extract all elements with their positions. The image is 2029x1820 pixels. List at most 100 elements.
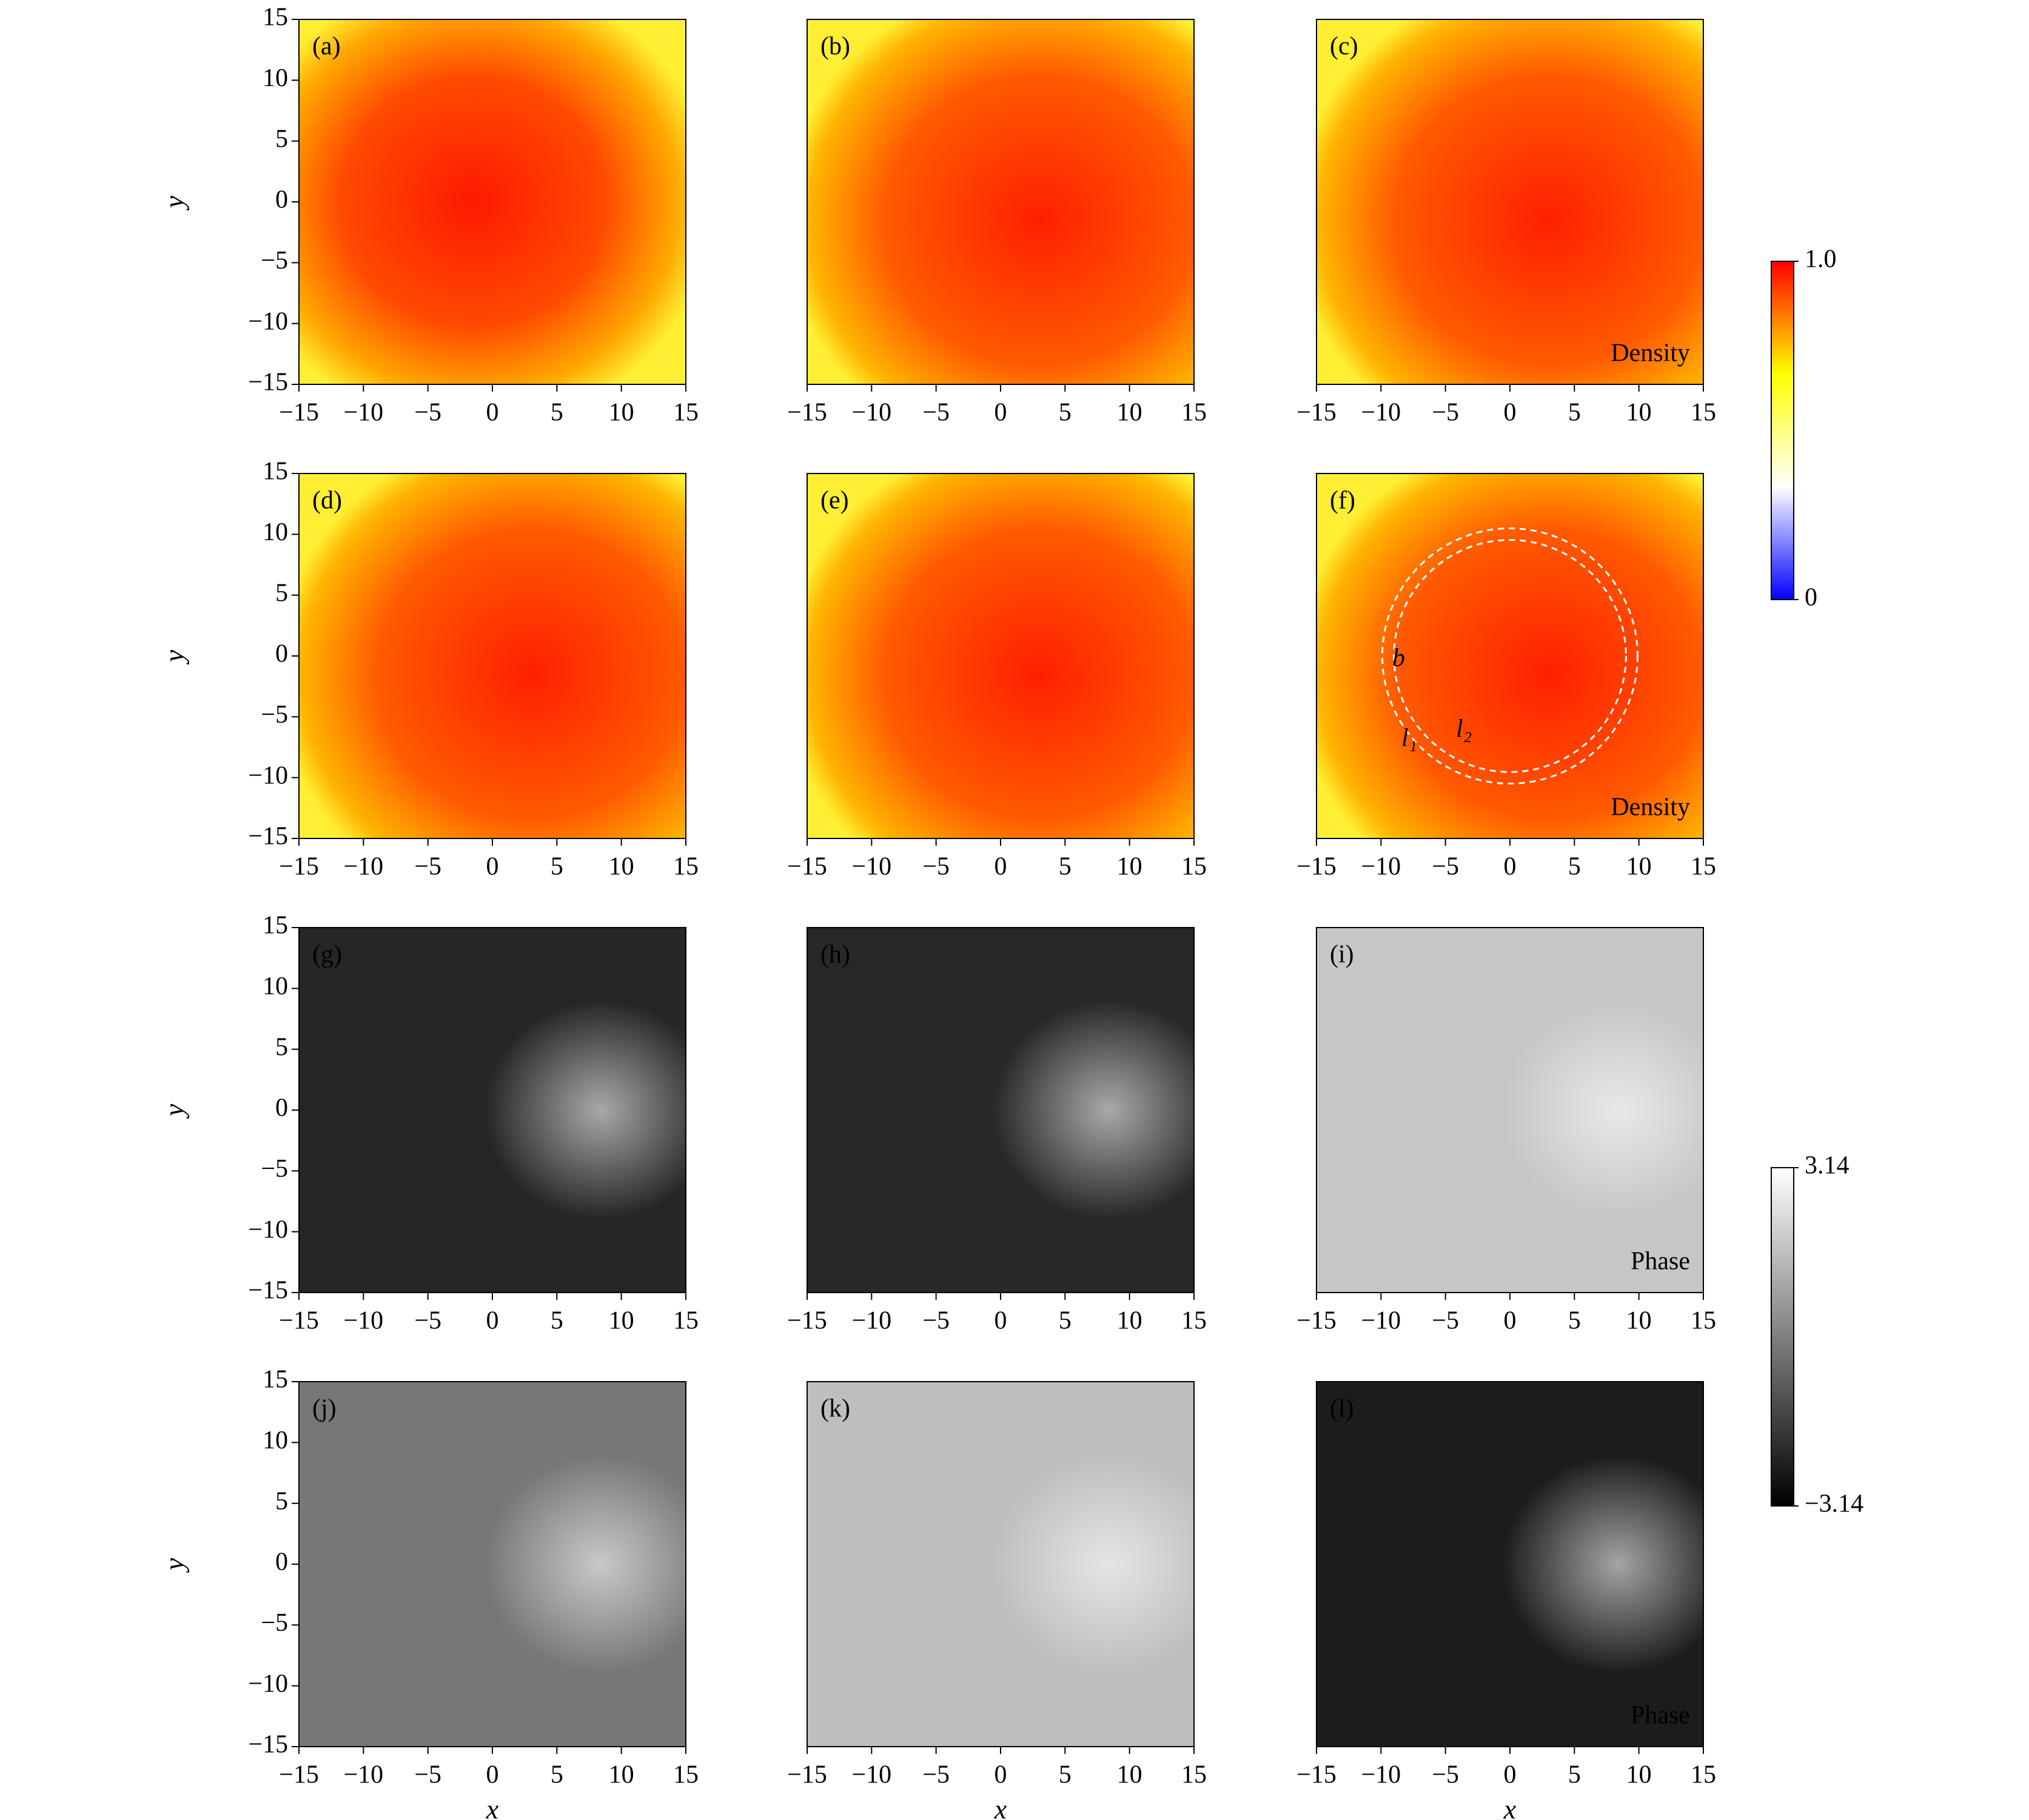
- x-tick-label: −15: [1296, 1307, 1336, 1335]
- x-tick-label: 5: [1568, 1761, 1581, 1789]
- x-tick-label: 15: [1181, 1761, 1207, 1789]
- heatmap-glow: [1316, 928, 1703, 1293]
- y-tick-label: 0: [275, 186, 288, 214]
- panel-label-text: b: [1392, 644, 1405, 672]
- x-tick-label: 15: [1691, 853, 1716, 881]
- x-tick-label: 5: [1568, 853, 1581, 881]
- x-tick-label: 0: [1504, 853, 1517, 881]
- y-tick-label: 0: [275, 1548, 288, 1576]
- y-tick-label: −5: [261, 247, 288, 275]
- panel-annotation: Phase: [1631, 1702, 1690, 1730]
- heatmap: [299, 473, 686, 838]
- x-tick-label: 0: [486, 1761, 499, 1789]
- panel-label: (c): [1330, 33, 1358, 61]
- y-axis-label: y: [159, 195, 190, 210]
- y-tick-label: −10: [248, 1216, 288, 1243]
- x-tick-label: 15: [1691, 1307, 1716, 1335]
- x-tick-label: −10: [343, 853, 383, 881]
- x-tick-label: −10: [851, 1307, 891, 1335]
- x-tick-label: 10: [1626, 1307, 1652, 1335]
- y-tick-label: 10: [263, 972, 288, 1000]
- x-tick-label: 0: [1504, 1761, 1517, 1789]
- x-tick-label: 15: [673, 1761, 699, 1789]
- panel-annotation: Density: [1611, 794, 1690, 821]
- x-tick-label: −5: [922, 399, 950, 427]
- panel-label: (j): [312, 1395, 337, 1423]
- x-tick-label: −15: [279, 853, 319, 881]
- x-tick-label: −5: [922, 853, 950, 881]
- x-tick-label: −15: [1296, 853, 1336, 881]
- colorbar-tick-label: 3.14: [1805, 1152, 1850, 1180]
- guide-circle: [1393, 539, 1627, 773]
- x-tick-label: 10: [609, 853, 634, 881]
- panel-label: (d): [312, 487, 342, 515]
- x-tick-label: −15: [787, 399, 827, 427]
- y-tick-label: 0: [275, 1094, 288, 1122]
- heatmap-glow: [1316, 1382, 1703, 1747]
- panel-label: (k): [820, 1395, 850, 1423]
- colorbar: [1771, 1167, 1794, 1507]
- x-tick-label: 15: [1691, 1761, 1716, 1789]
- y-tick-label: 0: [275, 640, 288, 668]
- x-tick-label: 10: [1626, 853, 1652, 881]
- y-tick-label: −15: [248, 1731, 288, 1759]
- x-tick-label: −10: [851, 1761, 891, 1789]
- x-tick-label: 5: [1568, 399, 1581, 427]
- x-tick-label: −15: [279, 1307, 319, 1335]
- y-tick-label: −15: [248, 369, 288, 396]
- x-tick-label: 10: [609, 1761, 634, 1789]
- heatmap: [807, 473, 1194, 838]
- x-tick-label: −10: [343, 1761, 383, 1789]
- y-tick-label: 5: [275, 125, 288, 153]
- y-tick-label: 10: [263, 1427, 288, 1454]
- x-tick-label: 15: [1691, 399, 1716, 427]
- x-tick-label: 10: [1626, 399, 1652, 427]
- x-tick-label: −5: [922, 1307, 950, 1335]
- colorbar-tick-label: −3.14: [1805, 1490, 1863, 1518]
- panel-label: (a): [312, 33, 341, 61]
- panel-label: (f): [1330, 487, 1355, 515]
- panel-label-text: l₂: [1456, 715, 1472, 743]
- guide-circle: [1381, 527, 1639, 785]
- y-tick-label: 5: [275, 579, 288, 607]
- heatmap-glow: [299, 1382, 686, 1747]
- x-tick-label: 10: [609, 399, 634, 427]
- y-tick-label: 15: [263, 458, 288, 486]
- x-tick-label: 0: [486, 853, 499, 881]
- x-tick-label: 10: [1117, 1307, 1142, 1335]
- x-tick-label: 0: [1504, 399, 1517, 427]
- y-tick-label: −5: [261, 1155, 288, 1183]
- heatmap: [299, 19, 686, 384]
- x-tick-label: −5: [922, 1761, 950, 1789]
- x-tick-label: −5: [1432, 1761, 1459, 1789]
- x-tick-label: 15: [673, 399, 699, 427]
- x-tick-label: 10: [1626, 1761, 1652, 1789]
- y-axis-label: y: [159, 649, 190, 664]
- x-tick-label: −5: [414, 1761, 441, 1789]
- x-axis-label: x: [1503, 1794, 1517, 1820]
- x-tick-label: −5: [414, 1307, 441, 1335]
- heatmap-glow: [299, 928, 686, 1293]
- x-tick-label: 5: [1059, 1307, 1072, 1335]
- x-tick-label: 15: [1181, 399, 1207, 427]
- x-tick-label: 5: [1059, 399, 1072, 427]
- y-tick-label: 15: [263, 912, 288, 940]
- x-tick-label: −10: [1361, 399, 1401, 427]
- panel-label: (h): [820, 941, 850, 969]
- x-tick-label: 10: [609, 1307, 634, 1335]
- x-tick-label: −15: [787, 1761, 827, 1789]
- x-axis-label: x: [486, 1794, 499, 1820]
- y-tick-label: 15: [263, 4, 288, 32]
- y-tick-label: −10: [248, 761, 288, 789]
- x-tick-label: 10: [1117, 853, 1142, 881]
- x-tick-label: 0: [994, 1761, 1007, 1789]
- x-tick-label: −15: [279, 399, 319, 427]
- colorbar-tick-label: 0: [1805, 584, 1817, 612]
- x-tick-label: 5: [1568, 1307, 1581, 1335]
- panel-annotation: Phase: [1631, 1248, 1690, 1276]
- x-tick-label: −10: [1361, 1761, 1401, 1789]
- y-tick-label: 10: [263, 64, 288, 92]
- heatmap-glow: [807, 1382, 1194, 1747]
- x-tick-label: 5: [1059, 853, 1072, 881]
